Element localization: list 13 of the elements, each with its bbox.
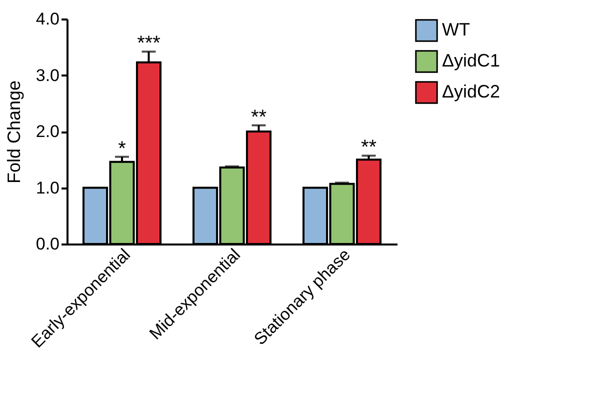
y-tick-label: 1.0	[36, 178, 60, 198]
data-label: *	[118, 138, 126, 160]
y-tick-label: 3.0	[36, 66, 60, 85]
y-tick-label: 2.0	[36, 122, 60, 141]
data-label: **	[360, 136, 377, 159]
legend-label: ΔyidC1	[442, 50, 500, 70]
data-label: **	[250, 106, 267, 128]
y-axis-title: Fold Change	[4, 80, 24, 184]
legend-label: ΔyidC2	[442, 82, 500, 102]
legend-label: WT	[442, 20, 470, 40]
y-tick-label: 4.0	[36, 10, 60, 28]
y-tick-label: 0.0	[36, 234, 60, 254]
data-label: ***	[137, 32, 161, 55]
